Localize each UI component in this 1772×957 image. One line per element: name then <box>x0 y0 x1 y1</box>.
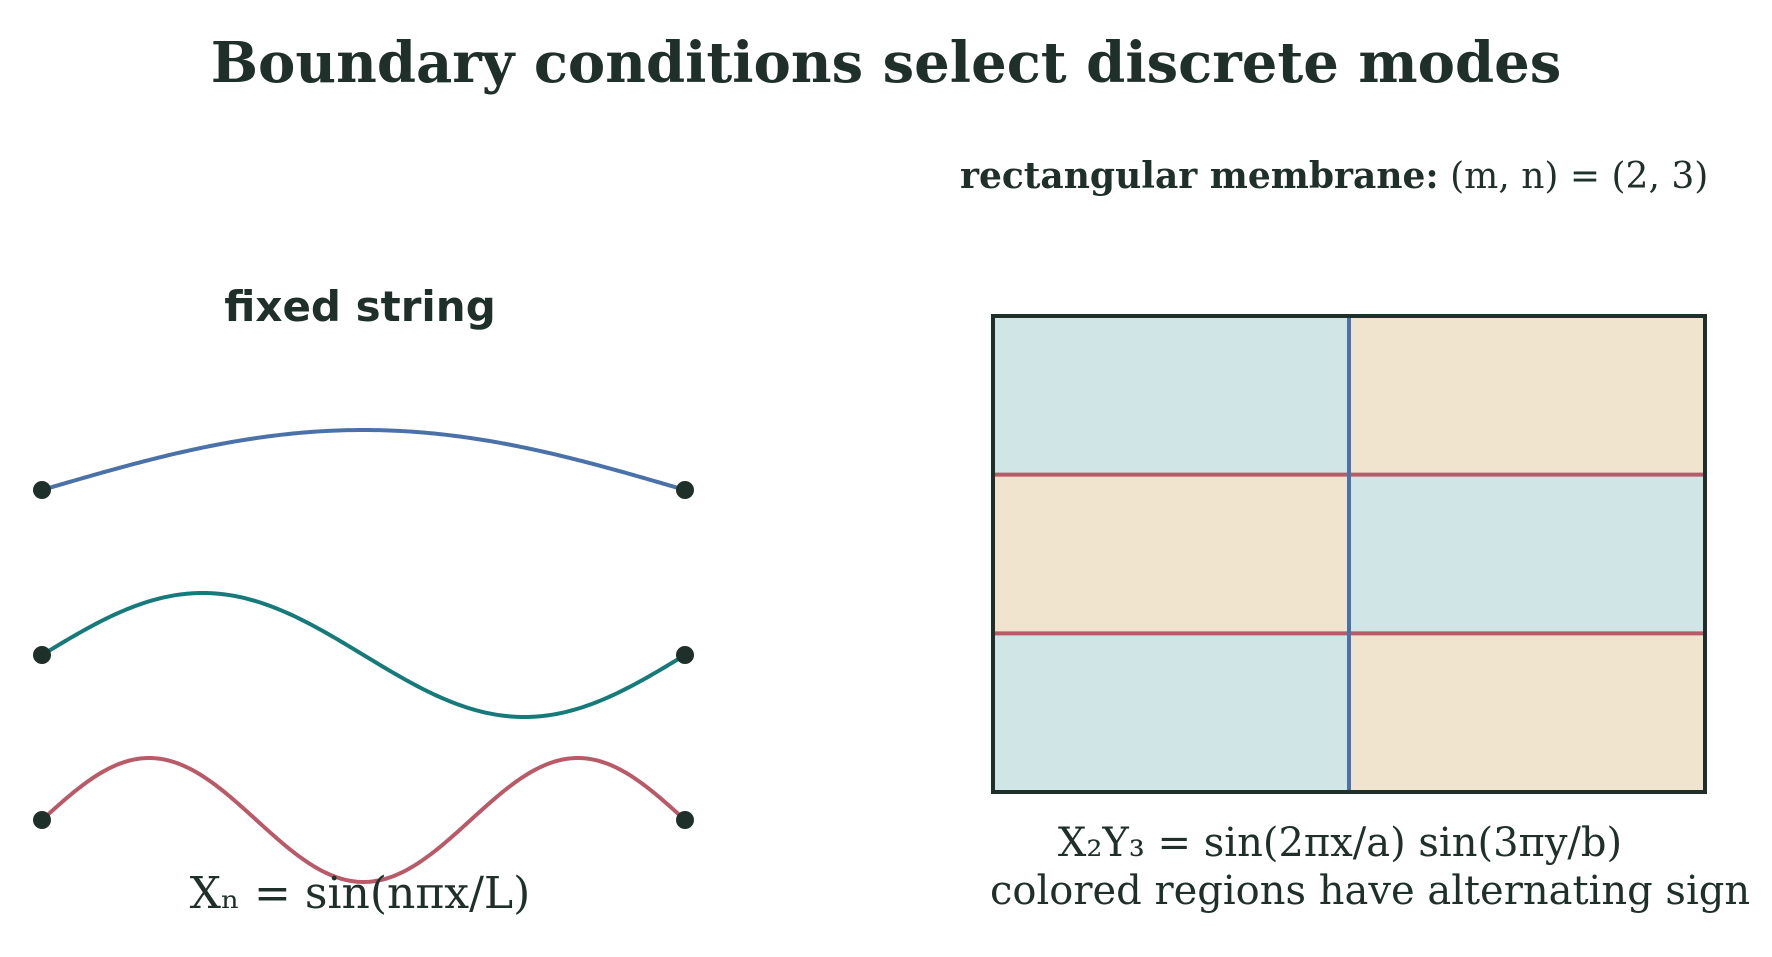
membrane-title-label: rectangular membrane: <box>960 155 1439 197</box>
string-mode-3-right-endpoint <box>676 811 694 829</box>
membrane-cell-2-0 <box>993 633 1349 792</box>
page-title: Boundary conditions select discrete mode… <box>210 30 1562 96</box>
membrane-cell-1-1 <box>1349 474 1705 634</box>
string-mode-1-curve <box>41 427 686 492</box>
string-mode-2-right-endpoint <box>676 646 694 664</box>
membrane-caption: colored regions have alternating sign <box>990 868 1751 914</box>
membrane-formula: X₂Y₃ = sin(2πx/a) sin(3πy/b) <box>1057 820 1623 866</box>
string-mode-3-curve <box>40 756 687 885</box>
membrane-mode-label: (m, n) = (2, 3) <box>1450 156 1709 197</box>
string-formula: Xₙ = sin(nπx/L) <box>189 868 531 919</box>
string-mode-3-left-endpoint <box>33 811 51 829</box>
membrane-border <box>991 314 1707 794</box>
membrane-cell-1-0 <box>993 474 1349 634</box>
membrane-cell-0-0 <box>993 316 1349 475</box>
string-modes <box>33 427 694 885</box>
string-panel-title: fixed string <box>224 282 496 331</box>
string-mode-1-right-endpoint <box>676 481 694 499</box>
membrane-modes <box>991 314 1707 794</box>
membrane-cell-2-1 <box>1349 633 1705 792</box>
string-mode-1-left-endpoint <box>33 481 51 499</box>
string-mode-2-left-endpoint <box>33 646 51 664</box>
string-mode-2-curve <box>40 590 687 720</box>
membrane-panel-title: rectangular membrane: (m, n) = (2, 3) <box>960 155 1740 197</box>
membrane-cell-0-1 <box>1349 316 1705 475</box>
